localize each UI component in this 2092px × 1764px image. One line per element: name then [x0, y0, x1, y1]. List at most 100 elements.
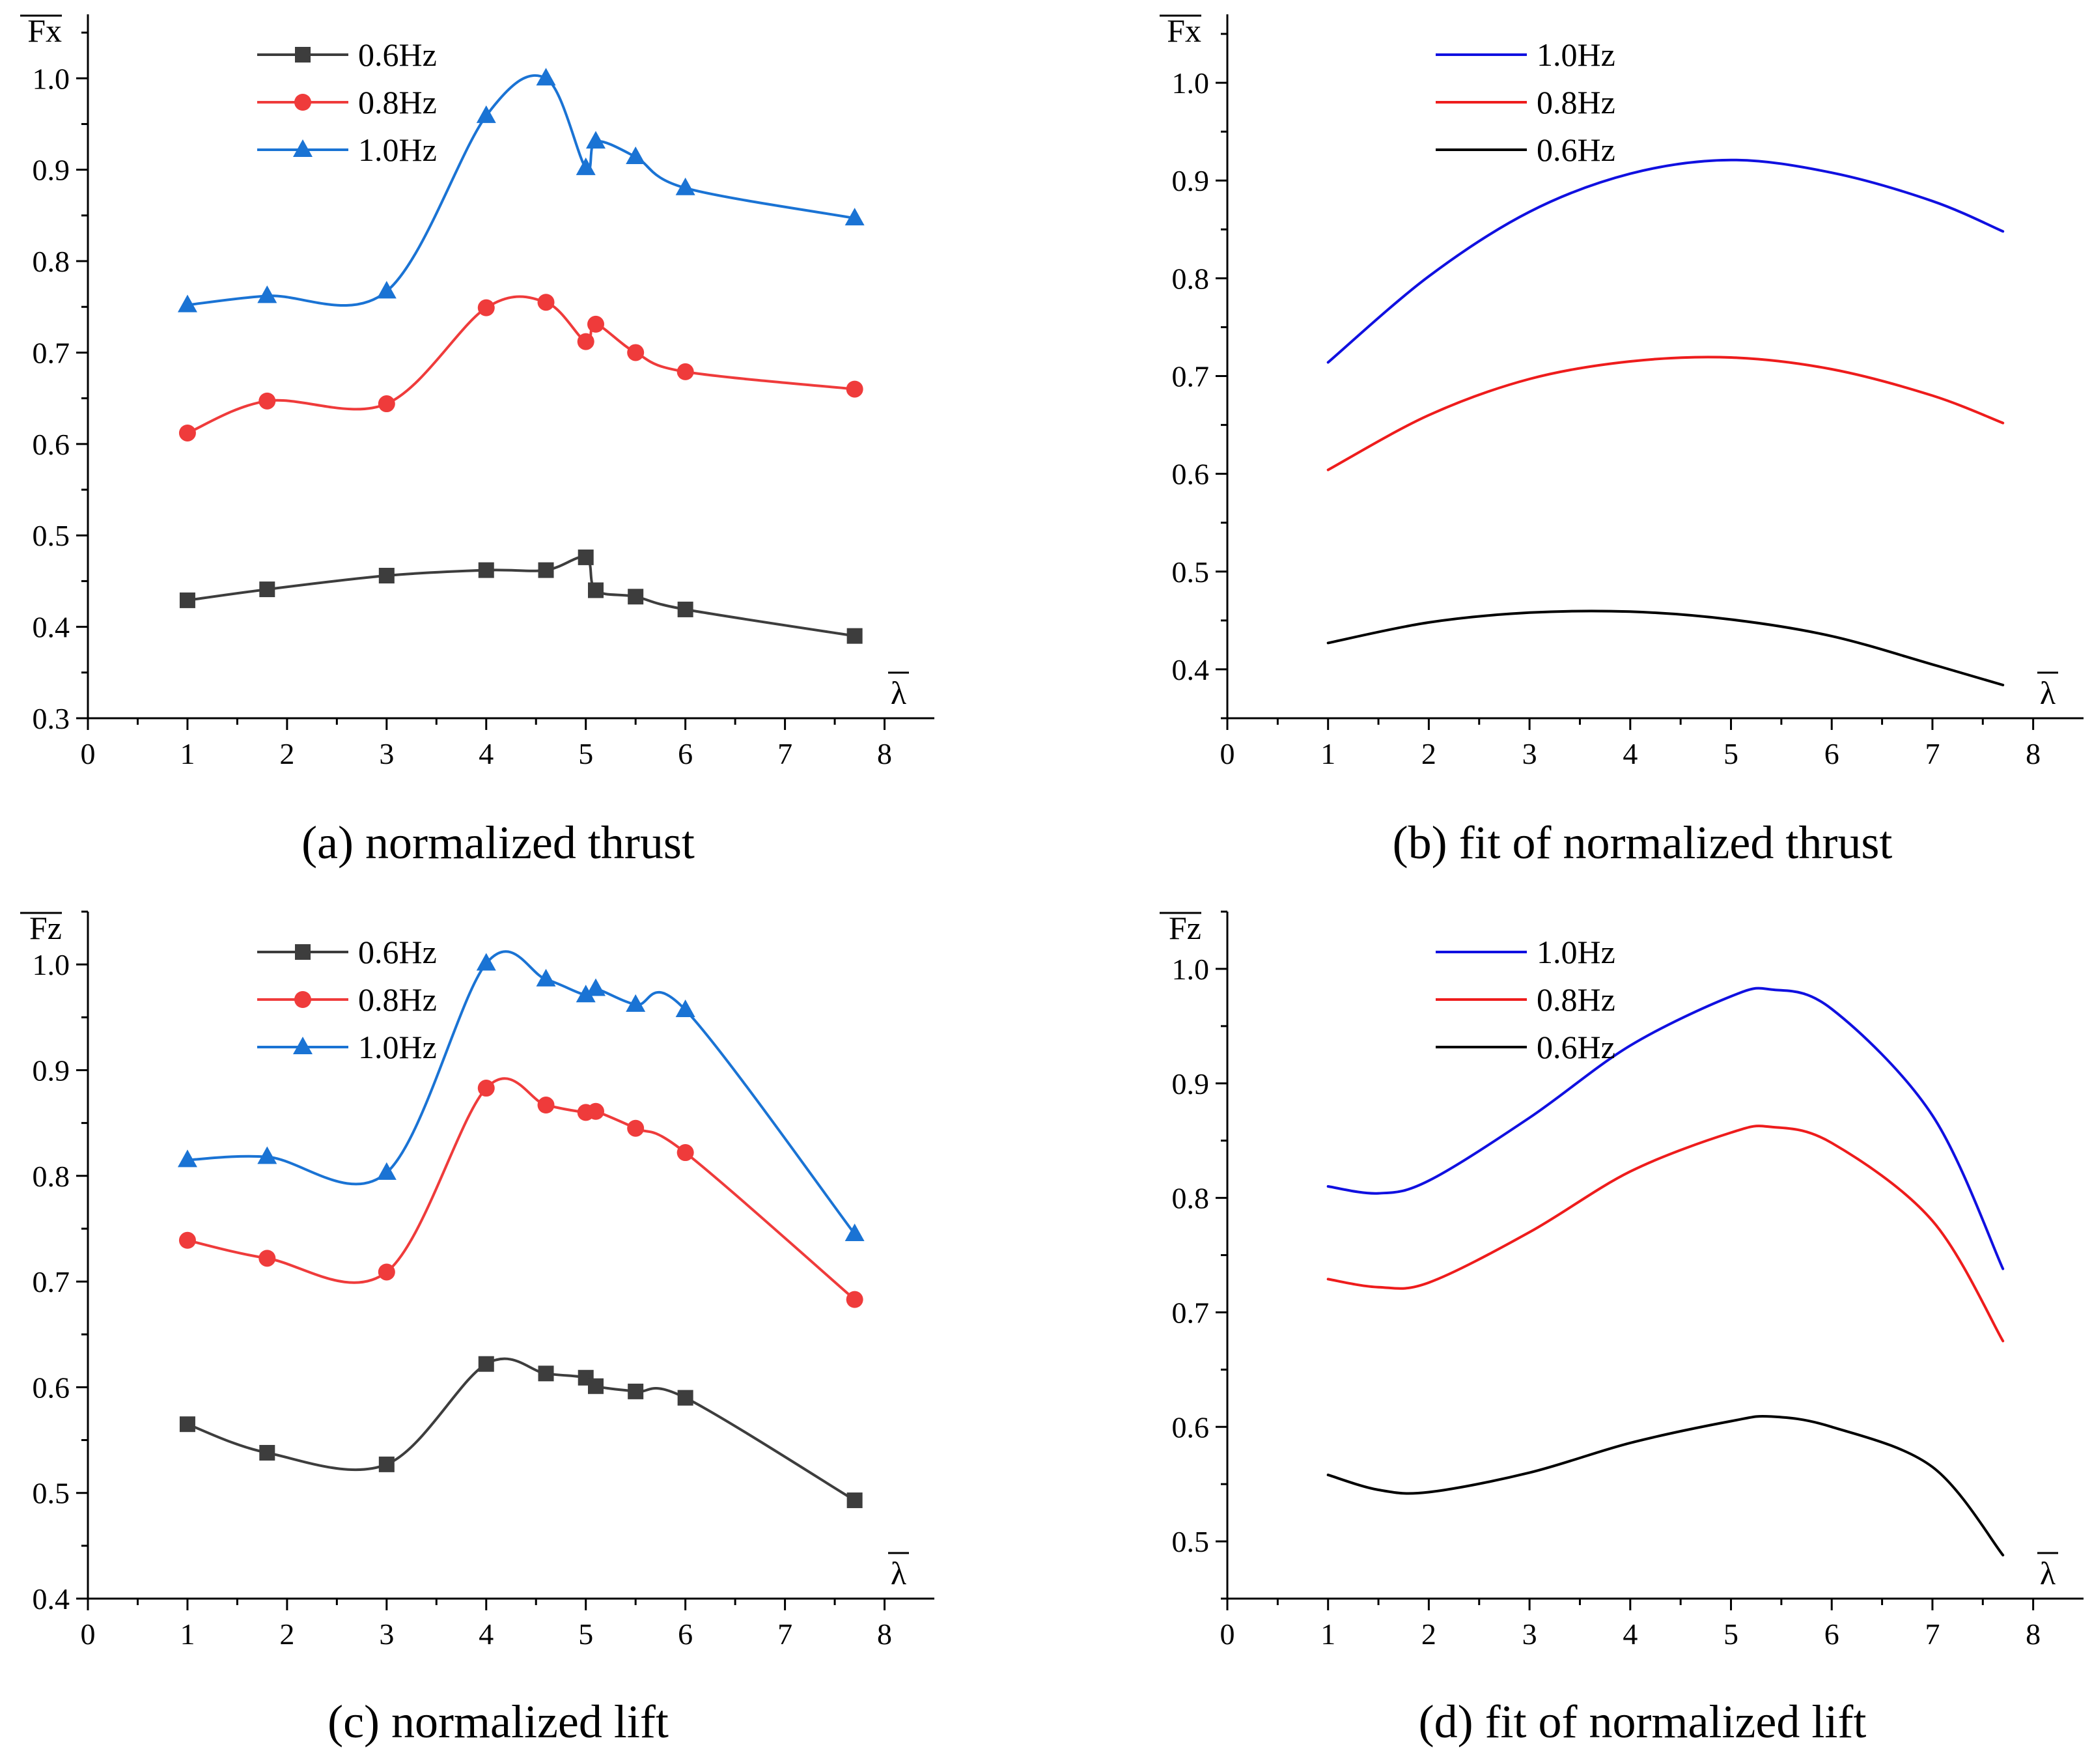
y-tick-label: 0.5: [1172, 1525, 1210, 1558]
x-tick-label: 5: [1723, 1617, 1738, 1651]
x-tick-label: 2: [1421, 1617, 1436, 1651]
y-tick-label: 0.6: [1172, 458, 1210, 491]
series-line-1.0Hz: [1326, 987, 2005, 1270]
data-point-0.6Hz: [179, 1416, 195, 1433]
x-tick-label: 2: [279, 737, 294, 770]
series-line-0.8Hz: [1326, 1125, 2005, 1343]
y-tick-label: 0.8: [33, 1160, 70, 1193]
x-tick-label: 4: [1623, 737, 1638, 770]
y-tick-label: 0.4: [33, 1582, 70, 1616]
data-point-1.0Hz: [257, 1146, 277, 1164]
data-point-0.6Hz: [378, 567, 395, 583]
x-tick-label: 4: [479, 1617, 494, 1651]
y-tick-label: 0.5: [33, 519, 70, 552]
series-line-0.6Hz: [1326, 609, 2005, 686]
x-tick-label: 5: [578, 1617, 593, 1651]
data-point-0.6Hz: [588, 582, 604, 598]
x-tick-label: 7: [777, 737, 792, 770]
x-tick-label: 5: [1723, 737, 1738, 770]
x-tick-label: 8: [2026, 737, 2041, 770]
x-tick-label: 1: [180, 737, 195, 770]
legend-label: 0.6Hz: [1537, 132, 1615, 168]
data-point-0.8Hz: [477, 299, 495, 316]
y-tick-label: 0.9: [1172, 1067, 1210, 1100]
x-tick-label: 3: [379, 737, 394, 770]
data-point-1.0Hz: [376, 281, 397, 299]
legend-label: 0.8Hz: [358, 981, 437, 1018]
legend-marker-0.6Hz: [295, 944, 311, 960]
y-tick-label: 0.7: [1172, 1296, 1210, 1329]
y-tick-label: 0.7: [33, 1265, 70, 1298]
data-point-0.8Hz: [577, 333, 594, 350]
legend-label: 1.0Hz: [358, 1029, 437, 1065]
data-point-0.6Hz: [538, 1365, 554, 1382]
y-tick-label: 1.0: [1172, 66, 1210, 100]
data-point-1.0Hz: [675, 999, 695, 1017]
legend-label: 0.6Hz: [358, 36, 437, 73]
x-tick-label: 6: [1824, 1617, 1839, 1651]
y-tick-label: 1.0: [33, 948, 70, 981]
panel-c-normalized-lift: 0 1 2 3 4 5 6 7 8 0.4 0.5 0.6 0.7 0.8 0.9 1.0Fz λ 0.6Hz 0.…: [20, 910, 934, 1748]
panel-caption: (b) fit of normalized thrust: [1393, 817, 1893, 869]
data-point-0.6Hz: [588, 1378, 604, 1394]
y-tick-label: 0.8: [1172, 262, 1210, 295]
data-point-1.0Hz: [844, 1224, 865, 1242]
legend-label: 0.8Hz: [1537, 981, 1615, 1018]
x-tick-label: 7: [1925, 737, 1940, 770]
data-point-0.8Hz: [627, 344, 645, 361]
legend-marker-0.8Hz: [294, 991, 311, 1008]
legend-label: 0.6Hz: [358, 934, 437, 970]
x-tick-label: 0: [81, 737, 96, 770]
x-tick-label: 4: [479, 737, 494, 770]
series-line-1.0Hz: [186, 74, 856, 307]
data-point-0.8Hz: [676, 363, 694, 380]
series-line-1.0Hz: [186, 950, 856, 1235]
data-point-0.8Hz: [537, 294, 555, 311]
series-line-0.6Hz: [186, 1357, 856, 1502]
data-point-1.0Hz: [476, 105, 496, 123]
data-point-0.8Hz: [258, 1250, 276, 1267]
y-tick-label: 0.6: [33, 428, 70, 461]
series-line-1.0Hz: [1326, 158, 2005, 364]
series-line-0.6Hz: [1326, 1414, 2005, 1557]
data-point-1.0Hz: [476, 953, 496, 971]
panel-a-normalized-thrust: 0 1 2 3 4 5 6 7 8 0.3 0.4 0.5 0.6 0.7 0.8 0.9 1.0 Fx λ 0.6H…: [20, 12, 934, 869]
x-tick-label: 6: [678, 737, 693, 770]
data-point-0.6Hz: [846, 628, 863, 644]
data-point-1.0Hz: [536, 968, 556, 987]
data-point-1.0Hz: [576, 157, 596, 175]
x-tick-label: 3: [1522, 1617, 1537, 1651]
data-point-0.6Hz: [478, 562, 494, 578]
data-point-0.8Hz: [178, 1231, 196, 1249]
y-tick-label: 0.9: [33, 1054, 70, 1087]
legend-marker-1.0Hz: [293, 139, 313, 157]
y-tick-label: 0.7: [33, 336, 70, 369]
x-tick-label: 0: [81, 1617, 96, 1651]
x-axis-label: λ: [891, 675, 906, 711]
data-point-0.6Hz: [538, 562, 554, 578]
panel-b-fit-normalized-thrust: 0 1 2 3 4 5 6 7 8 0.4 0.5 0.6 0.7 0.8 0.9 1.0 Fx λ 1.0Hz 0.…: [1160, 12, 2084, 869]
y-axis-label: Fx: [1167, 12, 1201, 49]
legend-label: 1.0Hz: [1537, 934, 1615, 970]
data-point-1.0Hz: [536, 68, 556, 86]
y-axis-label: Fz: [29, 910, 62, 946]
y-tick-label: 0.5: [33, 1477, 70, 1510]
data-point-0.8Hz: [676, 1144, 694, 1162]
data-point-1.0Hz: [844, 208, 865, 226]
data-point-0.8Hz: [846, 1291, 863, 1308]
y-tick-label: 0.9: [1172, 164, 1210, 197]
y-tick-label: 0.6: [33, 1371, 70, 1404]
y-tick-label: 0.8: [33, 245, 70, 278]
data-point-1.0Hz: [576, 985, 596, 1003]
x-tick-label: 1: [180, 1617, 195, 1651]
data-point-0.8Hz: [627, 1119, 645, 1137]
series-line-0.8Hz: [1326, 356, 2005, 471]
data-point-1.0Hz: [586, 978, 606, 996]
panel-caption: (d) fit of normalized lift: [1419, 1696, 1867, 1748]
x-tick-label: 0: [1220, 1617, 1235, 1651]
data-point-0.6Hz: [259, 1445, 275, 1461]
x-tick-label: 1: [1320, 737, 1335, 770]
x-tick-label: 2: [1421, 737, 1436, 770]
data-point-0.6Hz: [478, 1356, 494, 1372]
x-tick-label: 5: [578, 737, 593, 770]
